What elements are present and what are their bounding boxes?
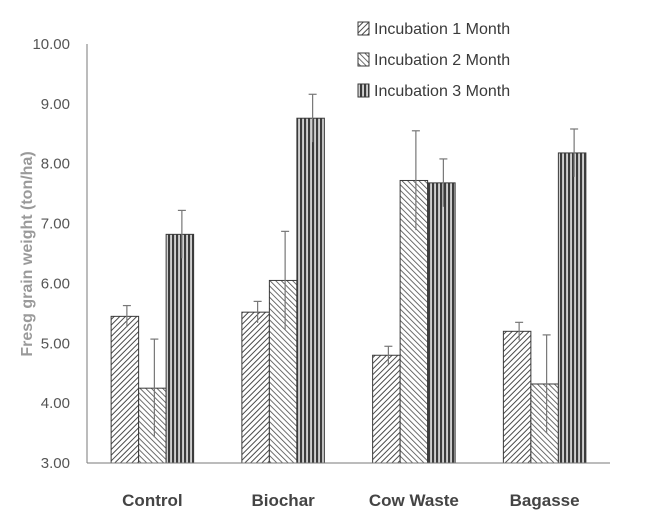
x-axis-labels: Control Biochar Cow Waste Bagasse: [122, 491, 579, 510]
bar-2-2: [427, 182, 456, 464]
bar-3-0: [502, 330, 532, 464]
x-category-label: Biochar: [251, 491, 315, 510]
error-bars: [122, 93, 579, 438]
bar-0-1: [138, 387, 167, 464]
y-tick-label: 7.00: [41, 216, 70, 233]
legend: Incubation 1 Month Incubation 2 Month Incu…: [357, 21, 510, 100]
bar-1-2: [296, 117, 325, 464]
bar-0-0: [110, 315, 140, 464]
y-axis-ticks: 3.00 4.00 5.00 6.00 7.00 8.00 9.00 10.00: [32, 36, 70, 472]
y-tick-label: 4.00: [41, 395, 70, 412]
x-category-label: Bagasse: [510, 491, 580, 510]
bar-1-1: [268, 279, 298, 464]
bars: [110, 117, 587, 464]
y-tick-label: 8.00: [41, 156, 70, 173]
legend-label: Incubation 1 Month: [374, 21, 510, 38]
y-tick-label: 5.00: [41, 335, 70, 352]
y-tick-label: 6.00: [41, 275, 70, 292]
x-category-label: Cow Waste: [369, 491, 459, 510]
y-axis-title: Fresg grain weight (ton/ha): [19, 151, 36, 356]
legend-swatch: [357, 52, 370, 67]
legend-swatch: [357, 83, 370, 98]
bar-0-2: [165, 233, 195, 464]
legend-label: Incubation 3 Month: [374, 83, 510, 100]
x-category-label: Control: [122, 491, 182, 510]
legend-swatch: [357, 21, 370, 36]
legend-label: Incubation 2 Month: [374, 52, 510, 69]
bar-2-0: [372, 354, 401, 464]
y-tick-label: 10.00: [32, 36, 70, 53]
bar-3-2: [557, 152, 587, 464]
y-tick-label: 9.00: [41, 96, 70, 113]
y-axis-title-text: Fresg grain weight (ton/ha): [19, 151, 36, 356]
bar-3-1: [530, 383, 559, 464]
y-tick-label: 3.00: [41, 455, 70, 472]
bar-1-0: [241, 311, 270, 464]
bar-2-1: [399, 179, 429, 464]
